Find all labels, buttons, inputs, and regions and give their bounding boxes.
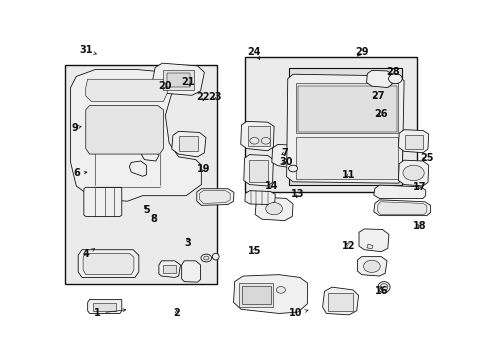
Polygon shape	[78, 250, 139, 278]
Text: 3: 3	[184, 238, 191, 248]
Text: 18: 18	[411, 221, 425, 231]
Text: 8: 8	[150, 214, 157, 224]
Bar	[163, 70, 193, 90]
Bar	[244, 57, 417, 192]
Text: 5: 5	[142, 204, 149, 215]
Bar	[296, 84, 398, 133]
Polygon shape	[129, 161, 146, 176]
Polygon shape	[141, 150, 159, 161]
Text: 2: 2	[173, 309, 180, 319]
Circle shape	[249, 138, 259, 144]
Text: 10: 10	[289, 309, 308, 319]
Polygon shape	[286, 74, 403, 183]
Bar	[179, 136, 198, 151]
Polygon shape	[322, 287, 358, 315]
Bar	[163, 265, 175, 273]
Text: 27: 27	[370, 91, 384, 101]
Text: 30: 30	[279, 157, 293, 167]
Text: 17: 17	[412, 183, 425, 192]
Text: 22: 22	[196, 92, 209, 102]
Text: 26: 26	[374, 109, 387, 119]
Bar	[242, 286, 270, 304]
Circle shape	[363, 260, 380, 273]
Polygon shape	[199, 191, 230, 203]
Polygon shape	[171, 131, 205, 157]
Bar	[327, 293, 352, 311]
Text: 19: 19	[196, 164, 209, 174]
Bar	[93, 303, 116, 311]
Text: 14: 14	[264, 181, 278, 191]
Polygon shape	[377, 202, 426, 215]
Polygon shape	[159, 261, 180, 278]
Text: 21: 21	[181, 77, 194, 87]
Polygon shape	[398, 160, 428, 186]
Polygon shape	[271, 144, 297, 168]
Bar	[247, 126, 269, 146]
Text: 7: 7	[281, 148, 287, 158]
Ellipse shape	[377, 282, 389, 293]
Circle shape	[288, 165, 297, 172]
Circle shape	[402, 165, 423, 181]
Polygon shape	[255, 197, 292, 221]
Polygon shape	[373, 200, 430, 216]
Bar	[405, 135, 422, 149]
Bar	[297, 86, 396, 132]
Text: 31: 31	[79, 45, 96, 55]
Circle shape	[261, 138, 270, 144]
Polygon shape	[366, 70, 392, 87]
Circle shape	[265, 203, 282, 215]
Text: 23: 23	[207, 92, 221, 102]
Text: 24: 24	[247, 46, 261, 59]
Polygon shape	[196, 189, 233, 205]
Bar	[239, 283, 273, 307]
Polygon shape	[373, 185, 425, 198]
Text: 9: 9	[71, 123, 81, 133]
Text: 16: 16	[374, 286, 387, 296]
Bar	[167, 73, 189, 87]
Polygon shape	[181, 261, 200, 282]
Bar	[249, 160, 268, 183]
Circle shape	[388, 74, 401, 84]
Text: 29: 29	[355, 46, 368, 57]
Text: 20: 20	[158, 81, 172, 91]
Bar	[296, 138, 398, 179]
Polygon shape	[151, 63, 204, 95]
Polygon shape	[244, 191, 275, 204]
Polygon shape	[398, 130, 428, 153]
Text: 15: 15	[247, 246, 261, 256]
Text: 25: 25	[419, 153, 433, 163]
Polygon shape	[233, 275, 307, 314]
Circle shape	[276, 287, 285, 293]
Circle shape	[201, 254, 211, 262]
Text: 6: 6	[73, 168, 87, 179]
Polygon shape	[70, 69, 201, 201]
Polygon shape	[357, 257, 386, 276]
Text: 12: 12	[342, 240, 355, 251]
Polygon shape	[85, 79, 167, 102]
Polygon shape	[87, 300, 122, 314]
Polygon shape	[83, 253, 134, 275]
Polygon shape	[85, 105, 163, 154]
Text: 1: 1	[94, 309, 125, 319]
Bar	[65, 66, 216, 284]
Ellipse shape	[212, 253, 219, 260]
Text: 11: 11	[342, 170, 355, 180]
Text: 13: 13	[291, 189, 304, 199]
Polygon shape	[366, 244, 372, 249]
Text: 28: 28	[385, 67, 399, 77]
Polygon shape	[358, 229, 388, 252]
Circle shape	[203, 256, 208, 260]
Bar	[288, 68, 401, 185]
Polygon shape	[240, 121, 274, 151]
Ellipse shape	[380, 284, 387, 291]
Polygon shape	[84, 187, 122, 216]
Polygon shape	[244, 155, 273, 186]
Text: 4: 4	[82, 249, 95, 259]
